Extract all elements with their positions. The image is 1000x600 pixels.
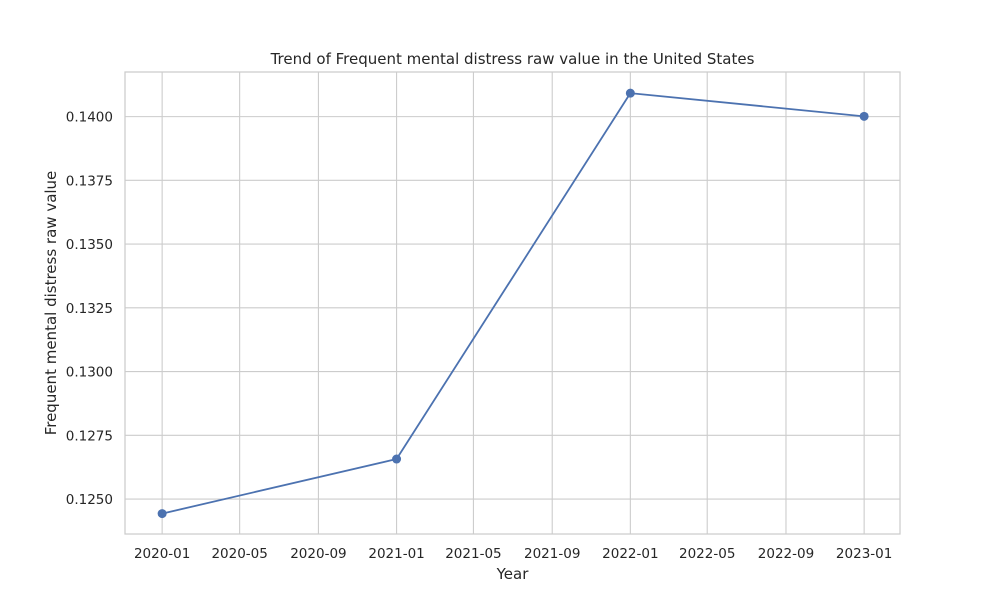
- x-tick-label: 2021-09: [524, 546, 580, 562]
- y-tick-label: 0.1325: [66, 301, 113, 317]
- x-tick-label: 2022-01: [602, 546, 658, 562]
- x-tick-label: 2020-05: [211, 546, 267, 562]
- x-tick-label: 2020-01: [134, 546, 190, 562]
- x-tick-label: 2020-09: [290, 546, 346, 562]
- y-tick-label: 0.1250: [66, 492, 113, 508]
- y-tick-label: 0.1400: [66, 110, 113, 126]
- data-point: [392, 454, 402, 464]
- data-point: [859, 111, 869, 121]
- y-axis-label: Frequent mental distress raw value: [42, 171, 60, 436]
- y-tick-label: 0.1275: [66, 428, 113, 444]
- x-tick-label: 2022-09: [758, 546, 814, 562]
- series-line: [161, 92, 865, 515]
- data-point: [625, 88, 635, 98]
- x-tick-labels: 2020-01 2020-05 2020-09 2021-01 2021-05 2021-…: [134, 546, 892, 562]
- x-tick-label: 2023-01: [836, 546, 892, 562]
- chart-title: Trend of Frequent mental distress raw va…: [270, 50, 755, 68]
- x-tick-label: 2022-05: [679, 546, 735, 562]
- y-tick-labels: 0.1250 0.1275 0.1300 0.1325 0.1350 0.1375 0.14…: [66, 110, 113, 508]
- x-axis-label: Year: [496, 565, 530, 583]
- y-tick-label: 0.1350: [66, 237, 113, 253]
- y-tick-label: 0.1375: [66, 173, 113, 189]
- plot-frame: [124, 71, 901, 535]
- series-group: [157, 88, 869, 519]
- x-tick-label: 2021-01: [368, 546, 424, 562]
- x-tick-label: 2021-05: [445, 546, 501, 562]
- y-tick-label: 0.1300: [66, 365, 113, 381]
- grid-lines: [125, 72, 900, 534]
- data-point: [157, 509, 167, 519]
